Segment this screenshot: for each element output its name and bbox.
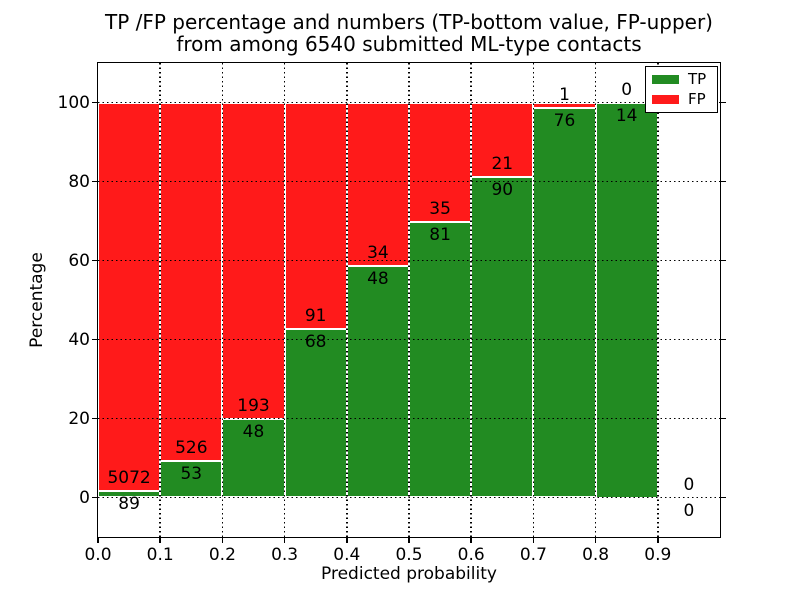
bar-count-label-tp: 68 (304, 331, 327, 352)
gridline-vertical (159, 63, 161, 537)
gridline-horizontal (98, 338, 720, 341)
x-tick-mark (221, 537, 224, 543)
bar-segment-fp (160, 102, 223, 462)
bar-count-label-tp: 81 (429, 224, 451, 245)
x-tick-label: 0.3 (271, 545, 299, 565)
x-tick-mark (283, 537, 286, 543)
bar-count-label-fp: 34 (367, 243, 389, 264)
bar-count-label-tp: 14 (615, 105, 638, 126)
y-tick-mark-right (720, 180, 726, 183)
y-tick-mark-left (92, 496, 98, 499)
bar-count-label-fp: 21 (491, 154, 514, 175)
bar-segment-tp (222, 418, 285, 498)
y-tick-mark-right (720, 101, 726, 104)
y-tick-label: 20 (68, 408, 90, 429)
y-tick-mark-left (92, 101, 98, 104)
y-tick-label: 0 (79, 487, 90, 508)
gridline-vertical (657, 63, 659, 537)
y-tick-mark-right (720, 417, 726, 420)
y-tick-mark-left (92, 180, 98, 183)
y-tick-label: 60 (68, 250, 90, 271)
x-tick-mark (346, 537, 348, 543)
bar-segment-tp (471, 177, 534, 498)
y-tick-mark-right (720, 496, 726, 499)
x-tick-label: 0.7 (519, 545, 547, 565)
gridline-horizontal (98, 417, 720, 420)
x-tick-mark (594, 537, 597, 543)
bar-count-label-tp: 48 (242, 421, 265, 442)
x-tick-label: 0.5 (395, 545, 423, 565)
gridline-vertical (532, 63, 535, 537)
gridline-vertical (594, 63, 597, 537)
gridline-vertical (408, 63, 410, 537)
bar-count-label-fp: 35 (429, 198, 451, 219)
legend-entry-tp: TP (652, 72, 711, 87)
legend: TP FP (645, 66, 718, 113)
bar-segment-tp (595, 102, 658, 498)
x-tick-mark (159, 537, 161, 543)
plot-area: 5072 89 526 53 193 48 91 68 34 48 35 81 21 90 1 76 0 14 0 0 (92, 62, 726, 543)
y-tick-label: 40 (68, 329, 90, 350)
bar-segment-tp (160, 461, 223, 498)
gridline-horizontal (98, 180, 720, 183)
x-axis-label: Predicted probability (321, 564, 497, 584)
x-tick-mark (657, 537, 659, 543)
bar-segment-tp (346, 266, 409, 498)
x-tick-mark (532, 537, 535, 543)
legend-swatch-fp-icon (652, 95, 679, 104)
bar-count-label-tp: 53 (180, 464, 203, 485)
gridline-horizontal (98, 496, 720, 499)
legend-label-fp: FP (688, 90, 706, 108)
y-tick-mark-right (720, 338, 726, 341)
gridline-horizontal (98, 101, 720, 104)
chart-title-line2: from among 6540 submitted ML-type contac… (176, 32, 642, 56)
y-tick-mark-left (92, 338, 98, 341)
x-tick-label: 0.4 (333, 545, 361, 565)
y-tick-mark-left (92, 259, 98, 262)
legend-label-tp: TP (688, 70, 707, 88)
x-tick-mark (408, 537, 410, 543)
bar-count-label-tp: 0 (683, 500, 695, 521)
gridline-vertical (470, 63, 472, 537)
gridline-vertical (283, 63, 286, 537)
bar-segment-tp (409, 221, 472, 498)
x-tick-label: 0.0 (84, 545, 112, 565)
bar-count-label-tp: 89 (118, 493, 140, 514)
x-tick-label: 0.2 (208, 545, 236, 565)
x-tick-label: 0.9 (644, 545, 672, 565)
gridline-vertical (346, 63, 348, 537)
y-tick-label: 100 (57, 92, 90, 113)
bar-count-label-fp: 526 (175, 438, 208, 459)
chart-title: TP /FP percentage and numbers (TP-bottom… (98, 11, 720, 55)
bar-count-label-fp: 1 (559, 84, 570, 105)
bar-segment-tp (533, 107, 596, 498)
bar-count-label-fp: 5072 (107, 467, 151, 488)
y-tick-mark-left (92, 417, 98, 420)
gridline-horizontal (98, 259, 720, 262)
bar-count-label-tp: 48 (367, 269, 389, 290)
legend-entry-fp: FP (652, 92, 711, 107)
bar-segment-tp (284, 328, 347, 498)
bar-count-label-fp: 0 (621, 79, 633, 100)
bar-segment-fp (98, 102, 161, 491)
bar-segment-fp (284, 102, 347, 329)
bar-count-label-fp: 193 (237, 395, 270, 416)
bar-count-label-fp: 91 (304, 305, 327, 326)
x-tick-label: 0.8 (582, 545, 610, 565)
gridline-vertical (221, 63, 224, 537)
bar-count-label-fp: 0 (683, 474, 695, 495)
y-tick-mark-right (720, 259, 726, 262)
x-tick-mark (97, 537, 99, 543)
bar-count-label-tp: 90 (491, 180, 514, 201)
x-tick-label: 0.1 (146, 545, 174, 565)
y-tick-label: 80 (68, 171, 90, 192)
bar-count-label-tp: 76 (553, 110, 576, 131)
chart-title-line1: TP /FP percentage and numbers (TP-bottom… (105, 10, 713, 34)
x-tick-label: 0.6 (457, 545, 485, 565)
legend-swatch-tp-icon (652, 75, 679, 84)
y-axis-label: Percentage (27, 252, 47, 348)
x-tick-mark (470, 537, 472, 543)
bar-segment-fp (346, 102, 409, 267)
